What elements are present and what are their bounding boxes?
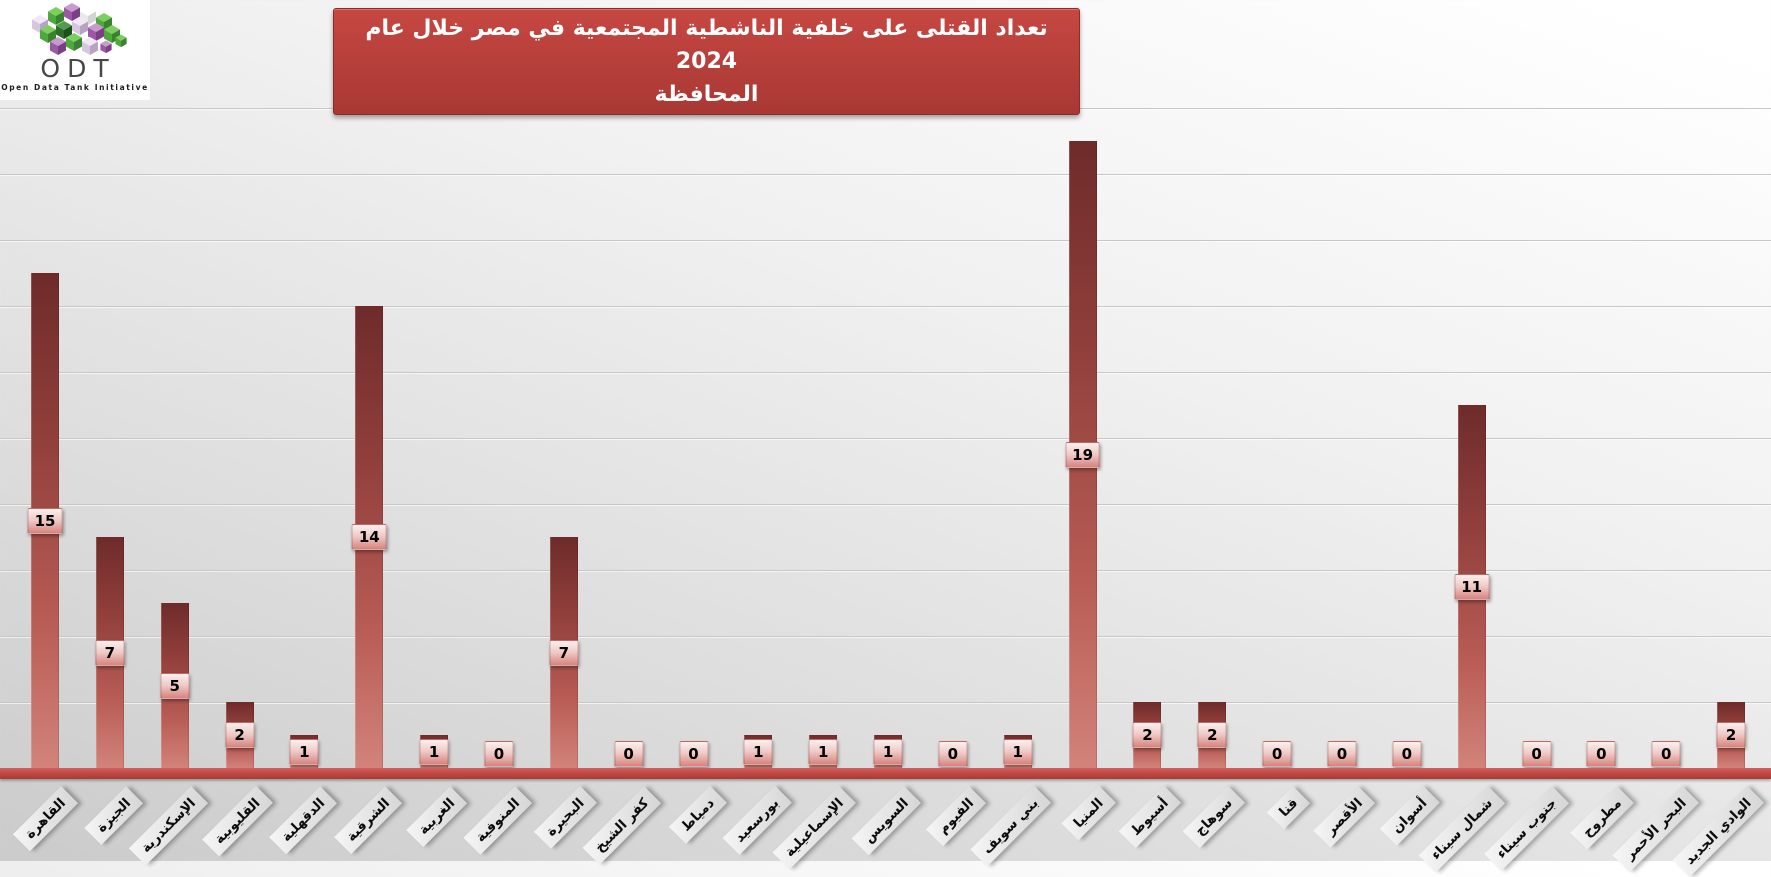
bar-value-label: 0	[1392, 741, 1422, 767]
x-axis-tick-label: كفر الشيخ	[582, 786, 662, 865]
x-axis-tick-label: دمياط	[668, 786, 727, 844]
bar-value-label: 2	[1716, 722, 1746, 748]
bar-value-label: 0	[1522, 741, 1552, 767]
x-axis-tick-label: الدقهلية	[269, 786, 338, 855]
x-axis-tick-label: الإسكندرية	[128, 786, 208, 866]
bar-value-label: 19	[1065, 441, 1101, 468]
bar-value-label: 0	[1651, 741, 1681, 767]
gridline	[0, 174, 1771, 175]
gridline	[0, 504, 1771, 505]
bar-value-label: 0	[614, 741, 644, 767]
bar-value-label: 2	[1132, 722, 1162, 748]
gridline	[0, 570, 1771, 571]
gridline	[0, 372, 1771, 373]
bar-value-label: 1	[419, 738, 449, 765]
bar-value-label: 1	[808, 738, 838, 765]
bar-value-label: 0	[484, 741, 514, 767]
gridline	[0, 702, 1771, 703]
odt-logo-tagline: Open Data Tank Initiative	[1, 83, 149, 92]
odt-cubes-icon	[32, 3, 127, 55]
gridline	[0, 240, 1771, 241]
chart-title-line2: المحافظة	[654, 82, 759, 107]
gridline	[0, 438, 1771, 439]
x-axis-tick-label: مطروح	[1570, 786, 1635, 850]
bar-value-label: 1	[873, 738, 903, 765]
gridline	[0, 636, 1771, 637]
bar-value-label: 1	[743, 738, 773, 765]
gridline	[0, 306, 1771, 307]
x-axis-tick-label: البحيرة	[533, 786, 597, 849]
x-axis-tick-label: القاهرة	[12, 786, 78, 852]
bar-value-label: 0	[1327, 741, 1357, 767]
odt-logo-card: ODT Open Data Tank Initiative	[0, 0, 150, 100]
bar-value-label: 0	[1262, 741, 1292, 767]
chart-title-box: تعداد القتلى على خلفية الناشطية المجتمعي…	[333, 8, 1080, 115]
bar-value-label: 1	[289, 738, 319, 765]
x-axis-tick-label: المنوفية	[463, 786, 532, 855]
x-axis-tick-label: القليوبية	[202, 786, 273, 857]
x-axis-tick-label: الجيزة	[83, 786, 143, 845]
x-axis-tick-label: أسيوط	[1118, 786, 1181, 849]
bar-value-label: 0	[938, 741, 968, 767]
bar-value-label: 7	[95, 639, 125, 666]
bar-value-label: 2	[1197, 722, 1227, 748]
chart-title-line1: تعداد القتلى على خلفية الناشطية المجتمعي…	[365, 16, 1048, 74]
x-axis-band	[0, 768, 1771, 779]
odt-logo-text: ODT	[40, 54, 116, 83]
x-axis-tick-label: المنيا	[1061, 786, 1116, 841]
bar-value-label: 2	[225, 722, 255, 748]
bar-value-label: 15	[27, 507, 63, 534]
bar-value-label: 14	[351, 524, 387, 550]
x-axis-tick-label: الأقصر	[1313, 786, 1375, 848]
x-axis-tick-label: الشرقية	[334, 786, 403, 855]
bar-value-label: 11	[1454, 573, 1490, 600]
bar-value-label: 0	[1586, 741, 1616, 767]
bar-value-label: 7	[549, 639, 579, 666]
x-axis-tick-label: الفيوم	[925, 786, 986, 847]
x-axis-tick-label: الغربية	[405, 786, 468, 848]
bar-value-label: 0	[679, 741, 708, 767]
bar-value-label: 5	[160, 672, 190, 699]
bar-value-label: 1	[1003, 738, 1033, 765]
x-axis-tick-label: أسوان	[1380, 786, 1440, 846]
x-axis-tick-label: السويس	[851, 786, 922, 856]
x-axis-tick-label: سوهاج	[1183, 786, 1246, 849]
x-axis-tick-label: قنا	[1266, 786, 1311, 830]
